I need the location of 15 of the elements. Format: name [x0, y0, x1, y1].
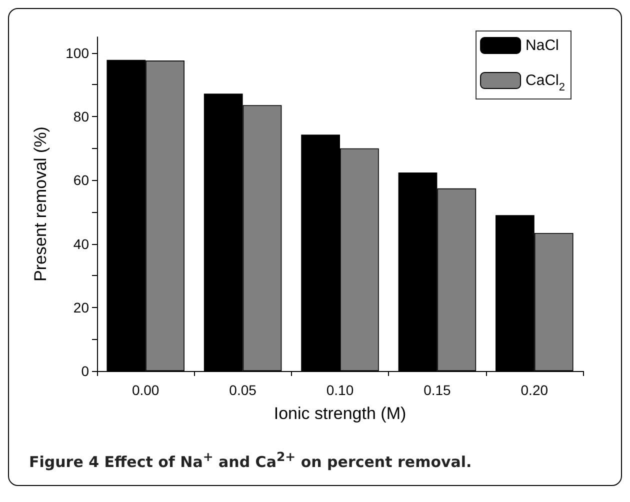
- y-tick-label: 100: [66, 44, 90, 61]
- x-tick-label: 0.20: [520, 382, 548, 398]
- y-tick-label: 20: [73, 299, 90, 316]
- x-tick-label: 0.05: [229, 382, 257, 398]
- y-tick-label: 40: [73, 236, 90, 252]
- y-tick-label: 80: [73, 108, 90, 125]
- y-tick-label: 60: [73, 172, 90, 188]
- legend-label: NaCl: [526, 37, 559, 54]
- y-axis-title: Present removal (%): [31, 126, 50, 282]
- y-tick-label: 0: [81, 363, 90, 379]
- x-tick-label: 0.10: [326, 382, 354, 398]
- caption: Figure 4 Effect of Na$^{+}$ and Ca$^{2+}$ on percent removal.: [28, 449, 473, 473]
- x-tick-label: 0.15: [424, 382, 452, 398]
- x-axis-title: Ionic strength (M): [274, 404, 406, 423]
- x-tick-label: 0.00: [132, 382, 160, 398]
